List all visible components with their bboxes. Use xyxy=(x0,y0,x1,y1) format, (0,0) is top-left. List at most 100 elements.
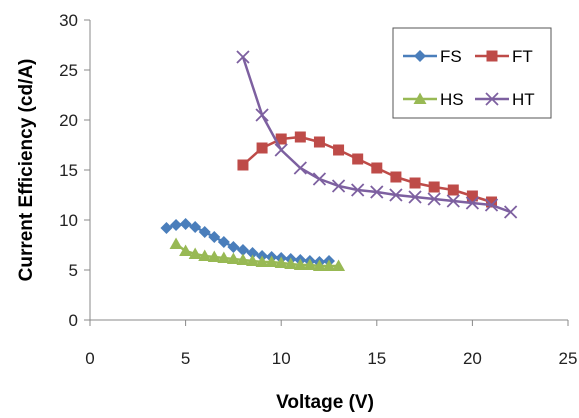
series-hs xyxy=(169,237,346,271)
x-marker-stroke xyxy=(236,50,250,64)
y-tick-label: 20 xyxy=(59,111,78,130)
legend-label-fs: FS xyxy=(440,47,462,66)
legend-marker-hs xyxy=(413,92,427,104)
x-marker-stroke xyxy=(312,172,327,186)
y-tick-label: 30 xyxy=(59,11,78,30)
x-tick-label: 10 xyxy=(272,349,291,368)
data-point-hs xyxy=(255,255,269,267)
x-marker-stroke xyxy=(331,179,346,193)
y-axis-ticks: 0 5 10 15 20 25 30 xyxy=(59,11,90,330)
data-point-ft xyxy=(237,159,249,171)
legend-marker-ht xyxy=(485,92,499,106)
data-point-fs xyxy=(189,221,202,233)
x-marker-stroke xyxy=(446,194,460,208)
legend-marker-fs xyxy=(414,50,426,62)
x-axis-title: Voltage (V) xyxy=(276,392,374,413)
x-marker-stroke xyxy=(351,183,365,197)
x-tick-label: 0 xyxy=(85,349,94,368)
data-point-ht xyxy=(465,196,480,210)
data-point-fs xyxy=(179,218,192,230)
data-point-ht xyxy=(427,192,441,206)
data-point-fs xyxy=(170,219,183,231)
data-point-ft xyxy=(313,136,325,148)
data-point-ft xyxy=(333,144,345,156)
y-tick-label: 0 xyxy=(69,311,78,330)
data-point-ht xyxy=(255,108,269,122)
data-point-hs xyxy=(217,251,231,263)
x-marker-stroke xyxy=(427,192,441,206)
data-point-hs xyxy=(188,247,202,259)
data-point-hs xyxy=(207,250,221,262)
data-point-hs xyxy=(179,244,193,256)
y-tick-label: 15 xyxy=(59,161,78,180)
data-point-fs xyxy=(160,222,173,234)
data-point-ht xyxy=(484,198,499,212)
data-point-ht xyxy=(389,188,403,202)
data-point-ft xyxy=(390,171,402,183)
x-marker-stroke xyxy=(504,205,518,219)
data-point-fs xyxy=(217,236,230,248)
data-point-ft xyxy=(371,162,383,174)
data-point-fs xyxy=(246,247,259,259)
data-point-hs xyxy=(246,254,260,266)
legend-item-fs: FS xyxy=(403,47,462,66)
data-point-hs xyxy=(198,249,212,261)
data-point-ft xyxy=(352,153,364,165)
data-point-ht xyxy=(293,161,307,175)
y-tick-label: 5 xyxy=(69,261,78,280)
data-point-ht xyxy=(312,172,327,186)
data-point-ft xyxy=(275,133,287,145)
x-tick-label: 15 xyxy=(367,349,386,368)
data-point-hs xyxy=(226,252,240,264)
x-axis-ticks: 0 5 10 15 20 25 xyxy=(85,320,577,368)
y-axis-title: Current Efficiency (cd/A) xyxy=(16,59,37,282)
x-tick-label: 25 xyxy=(559,349,578,368)
data-point-hs xyxy=(236,253,250,265)
data-point-hs xyxy=(312,259,326,271)
data-point-ht xyxy=(446,194,460,208)
data-point-ft xyxy=(409,177,421,189)
x-marker-stroke xyxy=(370,185,384,199)
data-point-fs xyxy=(227,241,240,253)
series-ft xyxy=(237,131,498,208)
y-tick-label: 10 xyxy=(59,211,78,230)
data-point-ht xyxy=(504,205,518,219)
x-tick-label: 5 xyxy=(181,349,190,368)
data-point-hs xyxy=(169,237,183,249)
x-marker-stroke xyxy=(274,143,288,157)
x-marker-stroke xyxy=(485,92,499,106)
data-point-hs xyxy=(332,259,346,271)
legend-item-ft: FT xyxy=(475,47,533,66)
data-point-ft xyxy=(466,190,478,202)
x-marker-stroke xyxy=(389,188,403,202)
data-point-ft xyxy=(294,131,306,143)
legend-item-ht: HT xyxy=(475,90,535,109)
data-point-ft xyxy=(428,181,440,193)
legend-item-hs: HS xyxy=(403,90,464,109)
data-point-ht xyxy=(236,50,250,64)
series-layer xyxy=(160,50,518,271)
data-point-ht xyxy=(331,179,346,193)
x-marker-stroke xyxy=(255,108,269,122)
data-point-hs xyxy=(322,259,336,271)
legend-marker-ft xyxy=(486,50,498,62)
data-point-ft xyxy=(447,184,459,196)
data-point-fs xyxy=(236,244,249,256)
legend-label-hs: HS xyxy=(440,90,464,109)
data-point-hs xyxy=(284,257,298,269)
x-marker-stroke xyxy=(408,190,422,204)
data-point-ht xyxy=(370,185,384,199)
data-point-hs xyxy=(274,256,288,268)
data-point-ht xyxy=(408,190,422,204)
data-point-hs xyxy=(293,258,307,270)
legend-label-ht: HT xyxy=(512,90,535,109)
y-tick-label: 25 xyxy=(59,61,78,80)
data-point-hs xyxy=(265,255,279,267)
data-point-fs xyxy=(208,231,221,243)
data-point-ht xyxy=(351,183,365,197)
data-point-ht xyxy=(274,143,288,157)
x-tick-label: 20 xyxy=(463,349,482,368)
data-point-hs xyxy=(303,258,317,270)
data-point-ft xyxy=(256,142,268,154)
